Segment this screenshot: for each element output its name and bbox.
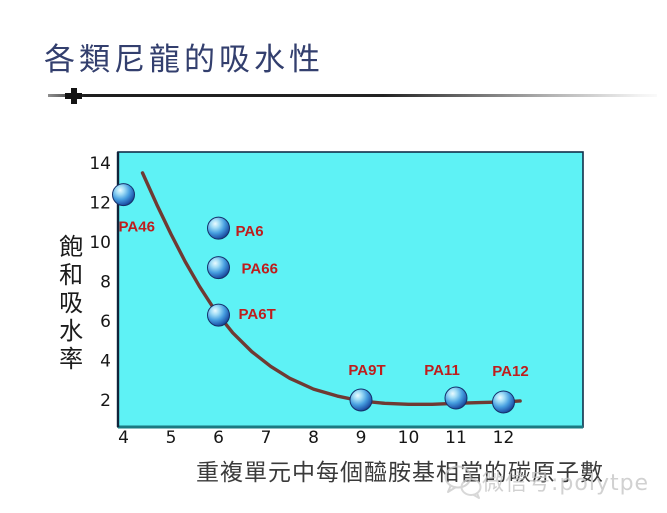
y-tick-10: 10 xyxy=(89,233,111,253)
slide-title: 各類尼龍的吸水性 xyxy=(44,42,324,78)
plus-vertical-bar xyxy=(71,88,77,104)
x-tick-7: 7 xyxy=(261,428,272,448)
data-point-label-PA66: PA66 xyxy=(242,261,278,278)
x-tick-10: 10 xyxy=(398,428,420,448)
x-tick-5: 5 xyxy=(166,428,177,448)
x-tick-12: 12 xyxy=(493,428,515,448)
data-point-PA6 xyxy=(207,216,230,240)
data-point-label-PA6T: PA6T xyxy=(239,306,276,323)
watermark-text: 微信号:polytpe xyxy=(482,471,650,496)
data-point-PA46 xyxy=(112,183,135,207)
x-tick-4: 4 xyxy=(118,428,129,448)
data-point-label-PA46: PA46 xyxy=(119,219,155,236)
data-point-PA66 xyxy=(207,256,230,280)
watermark: 微信号:polytpe xyxy=(444,461,649,501)
y-tick-12: 12 xyxy=(89,194,111,214)
y-tick-6: 6 xyxy=(100,312,111,332)
y-tick-4: 4 xyxy=(100,352,111,372)
x-tick-9: 9 xyxy=(356,428,367,448)
data-point-label-PA9T: PA9T xyxy=(348,362,385,379)
x-tick-6: 6 xyxy=(213,428,224,448)
y-tick-2: 2 xyxy=(100,391,111,411)
x-tick-11: 11 xyxy=(445,428,467,448)
data-point-PA9T xyxy=(349,388,373,412)
wechat-icon xyxy=(444,465,482,499)
y-axis-title: 飽和吸水率 xyxy=(54,234,83,374)
x-axis-title: 重複單元中每個醯胺基相當的碳原子數 xyxy=(196,460,604,486)
y-tick-14: 14 xyxy=(89,154,111,174)
data-point-PA11 xyxy=(444,386,468,410)
data-point-label-PA12: PA12 xyxy=(492,363,528,380)
divider-line xyxy=(48,94,657,97)
plot-area xyxy=(117,151,584,428)
data-point-PA6T xyxy=(207,303,230,327)
data-point-PA12 xyxy=(492,390,515,414)
data-point-label-PA11: PA11 xyxy=(424,362,460,379)
data-point-label-PA6: PA6 xyxy=(236,223,264,240)
plus-marker-icon xyxy=(65,88,82,104)
x-tick-8: 8 xyxy=(308,428,319,448)
y-tick-8: 8 xyxy=(100,273,111,293)
